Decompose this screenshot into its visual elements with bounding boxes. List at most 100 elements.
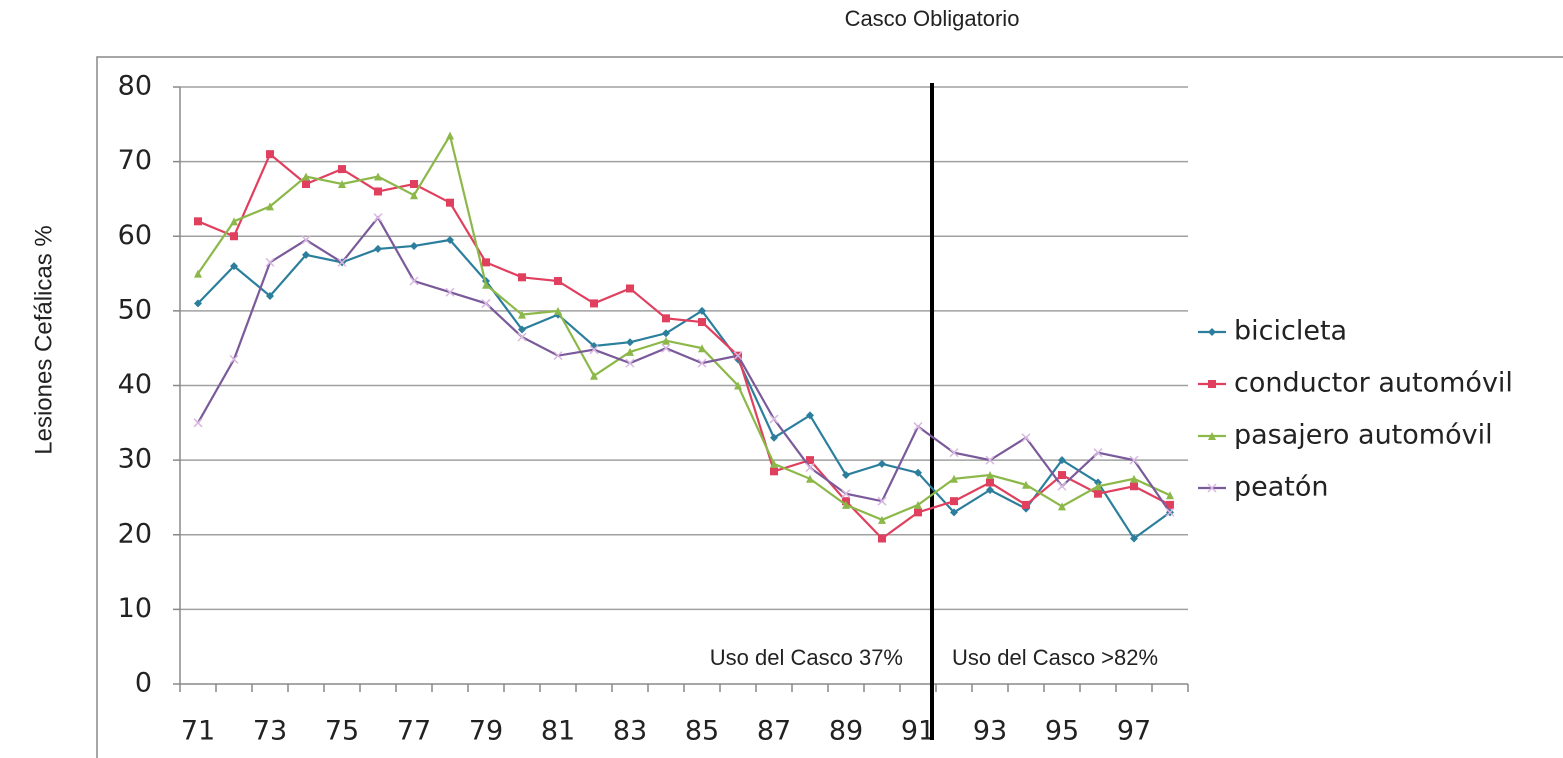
marker (1130, 474, 1138, 483)
marker (338, 180, 346, 189)
marker (914, 508, 922, 517)
y-tick-label: 40 (118, 369, 152, 400)
marker (194, 269, 202, 278)
marker (410, 180, 418, 189)
marker (410, 191, 418, 200)
marker (698, 344, 706, 353)
marker (338, 165, 346, 174)
marker (770, 459, 778, 468)
x-tick-label: 87 (757, 716, 791, 747)
x-tick-label: 89 (829, 716, 863, 747)
marker (589, 345, 599, 355)
y-tick-label: 10 (118, 593, 152, 624)
marker (1058, 456, 1066, 465)
x-tick-label: 93 (973, 716, 1007, 747)
marker (410, 241, 418, 250)
marker (1094, 489, 1102, 498)
marker (590, 299, 598, 308)
marker (446, 198, 454, 207)
marker (1058, 502, 1066, 511)
marker (1129, 455, 1139, 465)
marker (950, 497, 958, 506)
marker (986, 485, 994, 494)
marker (626, 338, 634, 347)
marker (194, 299, 202, 308)
marker (806, 411, 814, 420)
x-tick-label: 73 (253, 716, 287, 747)
x-tick-label: 79 (469, 716, 503, 747)
series-line (197, 215, 1171, 513)
marker (1165, 507, 1175, 517)
marker (482, 280, 490, 289)
marker (734, 381, 742, 390)
marker (842, 500, 850, 509)
annotation: Uso del Casco 37% (710, 645, 903, 670)
marker (230, 262, 238, 271)
marker (914, 468, 922, 477)
marker (698, 306, 706, 315)
x-tick-label: 81 (541, 716, 575, 747)
marker (662, 329, 670, 338)
marker (265, 257, 275, 267)
marker (625, 358, 635, 368)
legend-label: pasajero automóvil (1234, 420, 1493, 451)
annotation: Uso del Casco >82% (952, 645, 1158, 670)
marker (230, 232, 238, 241)
marker (913, 422, 923, 432)
marker (1130, 482, 1138, 491)
marker (518, 273, 526, 282)
legend-label: conductor automóvil (1234, 368, 1513, 399)
marker (1057, 481, 1067, 491)
marker (878, 459, 886, 468)
legend-label: bicicleta (1234, 316, 1347, 347)
marker (229, 354, 239, 364)
marker (554, 277, 562, 286)
y-tick-label: 70 (118, 145, 152, 176)
y-axis-label: Lesiones Cefálicas % (30, 225, 57, 454)
x-tick-label: 97 (1117, 716, 1151, 747)
marker (518, 310, 526, 319)
y-tick-label: 20 (118, 518, 152, 549)
marker (878, 534, 886, 543)
marker (626, 347, 634, 356)
marker (302, 250, 310, 259)
marker (985, 455, 995, 465)
marker (1022, 480, 1030, 489)
marker (554, 306, 562, 315)
marker (590, 371, 598, 380)
y-tick-label: 50 (118, 294, 152, 325)
x-tick-label: 75 (325, 716, 359, 747)
marker (446, 131, 454, 140)
marker (553, 351, 563, 361)
marker (626, 284, 634, 293)
marker (446, 235, 454, 244)
x-tick-label: 91 (901, 716, 935, 747)
marker (878, 515, 886, 524)
marker (950, 474, 958, 483)
legend-marker (1208, 432, 1216, 440)
marker (266, 202, 274, 211)
y-tick-label: 0 (135, 668, 152, 699)
marker (698, 318, 706, 327)
y-tick-label: 80 (118, 71, 152, 102)
marker (302, 180, 310, 189)
series-line (197, 132, 1171, 522)
marker (806, 474, 814, 483)
marker (374, 172, 382, 181)
marker (769, 414, 779, 424)
x-tick-label: 85 (685, 716, 719, 747)
marker (517, 332, 527, 342)
marker (481, 298, 491, 308)
marker (841, 489, 851, 499)
marker (877, 496, 887, 506)
legend-label: peatón (1234, 472, 1329, 503)
legend-marker (1208, 380, 1216, 388)
marker (950, 508, 958, 517)
marker (733, 351, 743, 361)
marker (373, 213, 383, 223)
x-tick-label: 71 (181, 716, 215, 747)
marker (770, 433, 778, 442)
marker (1166, 491, 1174, 500)
marker (266, 291, 274, 300)
